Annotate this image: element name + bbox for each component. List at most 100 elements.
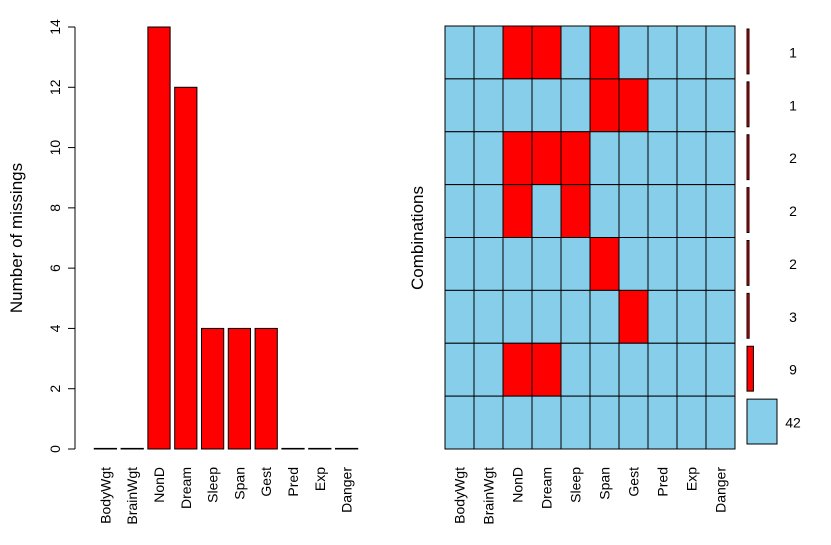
combination-frequency-bars <box>746 28 778 445</box>
cell-r1-dream <box>531 78 562 133</box>
combination-frequency-bar-2 <box>746 134 750 181</box>
bar-danger <box>334 447 359 450</box>
cell-r2-span <box>589 131 620 186</box>
cell-r5-exp <box>676 289 707 344</box>
y-tick-label-0: 0 <box>47 445 63 453</box>
cell-r0-dream <box>531 25 562 80</box>
combination-frequency-bar-3 <box>746 187 750 233</box>
x-tick-label-gest: Gest <box>258 467 274 497</box>
cell-r3-bodywgt <box>444 184 475 238</box>
combination-count-labels: 1 1 2 2 2 3 9 42 <box>785 44 801 430</box>
cell-r7-danger <box>705 395 736 450</box>
cell-r4-gest <box>618 237 649 291</box>
x-tick-label-dream: Dream <box>178 467 194 509</box>
x-tick-label-brainwgt: BrainWgt <box>124 467 140 525</box>
cell-r5-pred <box>647 289 678 344</box>
cell-r4-pred <box>647 237 678 291</box>
y-tick-label-4: 4 <box>47 324 63 332</box>
cell-r3-dream <box>531 184 562 238</box>
bar-bodywgt <box>93 447 118 450</box>
cell-r5-span <box>589 289 620 344</box>
combination-frequency-bar-6 <box>746 345 754 392</box>
bar-dream <box>174 86 198 450</box>
cell-r6-span <box>589 342 620 397</box>
cell-r5-danger <box>705 289 736 344</box>
y-axis: 0 2 4 6 8 10 12 14 <box>47 19 76 453</box>
cell-r3-gest <box>618 184 649 238</box>
combination-count-7: 42 <box>785 415 801 431</box>
cell-r0-exp <box>676 25 707 80</box>
bar-span <box>227 327 252 450</box>
x-tick-label-sleep: Sleep <box>568 467 584 503</box>
x-tick-labels: BodyWgt BrainWgt NonD Dream Sleep Span Gest Pre… <box>97 467 354 525</box>
combination-count-3: 2 <box>789 203 797 219</box>
cell-r2-danger <box>705 131 736 186</box>
cell-r1-gest <box>618 78 649 133</box>
cell-r6-nond <box>502 342 533 397</box>
cell-r3-danger <box>705 184 736 238</box>
cell-r0-danger <box>705 25 736 80</box>
cell-r4-danger <box>705 237 736 291</box>
combination-count-0: 1 <box>789 44 797 60</box>
combination-frequency-bar-7 <box>746 398 778 445</box>
combination-frequency-bar-4 <box>746 240 750 286</box>
y-tick-label-6: 6 <box>47 264 63 272</box>
x-tick-label-exp: Exp <box>312 467 328 491</box>
x-tick-labels: BodyWgt BrainWgt NonD Dream Sleep Span Gest Pre… <box>452 467 729 525</box>
cell-r2-exp <box>676 131 707 186</box>
cell-r0-nond <box>502 25 533 80</box>
cell-r4-nond <box>502 237 533 291</box>
cell-r4-bodywgt <box>444 237 475 291</box>
x-tick-label-bodywgt: BodyWgt <box>97 467 113 524</box>
combination-count-2: 2 <box>789 150 797 166</box>
combination-count-5: 3 <box>789 309 797 325</box>
cell-r7-gest <box>618 395 649 450</box>
y-axis-title: Combinations <box>408 186 427 290</box>
cell-r2-gest <box>618 131 649 186</box>
cell-r6-sleep <box>560 342 591 397</box>
x-tick-label-nond: NonD <box>151 467 167 503</box>
x-tick-label-brainwgt: BrainWgt <box>481 467 497 525</box>
cell-r3-brainwgt <box>473 184 504 238</box>
cell-r7-exp <box>676 395 707 450</box>
bar-nond <box>147 26 171 450</box>
cell-r7-sleep <box>560 395 591 450</box>
cell-r5-gest <box>618 289 649 344</box>
cell-r0-pred <box>647 25 678 80</box>
y-axis-title: Number of missings <box>7 163 26 313</box>
cell-r3-sleep <box>560 184 591 238</box>
bar-brainwgt <box>120 447 144 450</box>
cell-r7-nond <box>502 395 533 450</box>
cell-r1-danger <box>705 78 736 133</box>
cell-r1-nond <box>502 78 533 133</box>
combination-count-1: 1 <box>789 97 797 113</box>
y-tick-label-12: 12 <box>47 79 63 95</box>
x-tick-label-exp: Exp <box>684 467 700 491</box>
missing-count-bar-chart: 0 2 4 6 8 10 12 14 BodyWgt BrainWgt NonD Dream Slee… <box>7 19 359 525</box>
cell-r7-bodywgt <box>444 395 475 450</box>
cell-r0-sleep <box>560 25 591 80</box>
cell-r7-brainwgt <box>473 395 504 450</box>
cell-r6-exp <box>676 342 707 397</box>
cell-r2-dream <box>531 131 562 186</box>
cell-r2-bodywgt <box>444 131 475 186</box>
combination-frequency-bar-0 <box>746 28 750 75</box>
cell-r0-gest <box>618 25 649 80</box>
cell-r4-span <box>589 237 620 291</box>
cell-r1-bodywgt <box>444 78 475 133</box>
cell-r6-brainwgt <box>473 342 504 397</box>
y-tick-label-8: 8 <box>47 204 63 212</box>
cell-r3-exp <box>676 184 707 238</box>
missing-combinations-chart: 1 1 2 2 2 3 9 42 BodyWgt BrainWgt NonD Dream Sleep S… <box>408 25 801 525</box>
cell-r0-bodywgt <box>444 25 475 80</box>
cell-r7-pred <box>647 395 678 450</box>
cell-r6-pred <box>647 342 678 397</box>
combination-count-6: 9 <box>789 362 797 378</box>
x-tick-label-danger: Danger <box>713 467 729 513</box>
cell-r4-brainwgt <box>473 237 504 291</box>
cell-r3-span <box>589 184 620 238</box>
bars <box>93 26 359 450</box>
x-tick-label-danger: Danger <box>339 467 355 513</box>
cell-r4-dream <box>531 237 562 291</box>
